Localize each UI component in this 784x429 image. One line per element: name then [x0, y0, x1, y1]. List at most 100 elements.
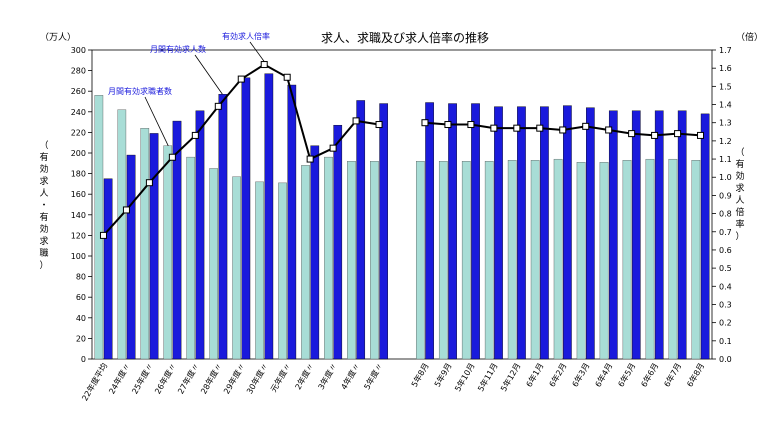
- ratio-point: [99, 231, 107, 239]
- bar-job-seekers: [438, 161, 448, 360]
- right-tick-label: 0.5: [719, 264, 732, 273]
- bar-job-openings: [608, 110, 618, 360]
- right-tick-label: 1.7: [719, 46, 732, 55]
- right-tick-label: 1.3: [719, 119, 732, 128]
- bar-job-openings: [287, 84, 297, 360]
- bar-job-openings: [379, 103, 389, 360]
- left-axis-label-char: 有: [39, 151, 48, 163]
- ratio-point: [306, 155, 314, 163]
- bar-job-seekers: [301, 165, 310, 360]
- bar-job-seekers: [599, 162, 609, 360]
- left-tick-label: 0: [81, 355, 86, 364]
- bar-job-seekers: [324, 156, 333, 360]
- ratio-point: [582, 122, 590, 130]
- annotation-leader: [249, 41, 265, 62]
- annotation-label: 有効求人倍率: [222, 31, 270, 41]
- annotations: 月間有効求職者数 月間有効求人数 有効求人倍率: [108, 31, 270, 146]
- x-tick-label: 26年度〃: [152, 361, 178, 396]
- left-tick-label: 160: [71, 190, 86, 199]
- ratio-point: [467, 121, 475, 129]
- x-tick-label: 3年度〃: [316, 361, 339, 391]
- left-tick-label: 120: [71, 231, 86, 240]
- right-tick-label: 0.6: [719, 246, 732, 255]
- right-tick-label: 1.4: [719, 101, 732, 110]
- left-tick-label: 40: [76, 314, 86, 323]
- plot-frame: [91, 49, 713, 360]
- x-tick-label: 5年10月: [452, 361, 476, 393]
- left-tick-label: 20: [76, 334, 86, 343]
- left-axis-label-char: 求: [39, 235, 48, 247]
- x-tick-label: 元年度〃: [268, 361, 293, 394]
- bar-job-seekers: [645, 158, 655, 360]
- ratio-line-series: [99, 61, 705, 239]
- left-axis-label-char: 職: [39, 248, 48, 259]
- x-tick-label: 2年度〃: [293, 361, 316, 391]
- x-tick-label: 24年度〃: [106, 361, 132, 396]
- ratio-point: [697, 131, 705, 139]
- ratio-point: [559, 126, 567, 134]
- ratio-point: [375, 121, 383, 129]
- right-tick-label: 1.1: [719, 155, 732, 164]
- bar-job-seekers: [530, 160, 540, 360]
- left-axis-label-char: ・: [39, 201, 48, 211]
- x-tick-label: 22年度平均: [79, 361, 109, 403]
- bar-job-seekers: [163, 145, 173, 360]
- x-tick-label: 6年8月: [684, 361, 706, 389]
- bar-job-openings: [195, 110, 205, 360]
- x-tick-label: 5年11月: [475, 361, 499, 393]
- annotation-label: 月間有効求人数: [150, 44, 206, 54]
- plot-border: [91, 49, 713, 360]
- ratio-point: [444, 121, 452, 129]
- left-axis-label-char: ）: [39, 260, 48, 271]
- right-tick-label: 0.7: [719, 228, 732, 237]
- left-tick-label: 300: [71, 46, 86, 55]
- ratio-point: [145, 179, 153, 187]
- left-tick-label: 100: [71, 252, 86, 261]
- bar-job-openings: [264, 73, 274, 360]
- bar-job-openings: [517, 106, 526, 360]
- bar-job-seekers: [209, 168, 218, 360]
- bar-job-seekers: [622, 160, 632, 360]
- bar-job-seekers: [484, 161, 494, 360]
- bar-job-openings: [241, 77, 251, 360]
- bar-job-openings: [172, 120, 182, 360]
- bar-job-seekers: [370, 161, 379, 360]
- bar-job-openings: [218, 94, 228, 360]
- bar-job-openings: [700, 113, 710, 360]
- x-tick-label: 6年4月: [593, 361, 615, 389]
- x-tick-label: 30年度〃: [244, 361, 270, 396]
- bar-job-seekers: [553, 158, 563, 360]
- left-tick-label: 200: [71, 149, 86, 158]
- right-axis-label-char: 倍: [735, 206, 744, 218]
- bar-job-seekers: [347, 161, 356, 360]
- x-tick-label: 4年度〃: [339, 361, 362, 391]
- x-tick-label: 27年度〃: [175, 361, 201, 396]
- bar-job-openings: [563, 105, 572, 360]
- x-tick-label: 25年度〃: [129, 361, 155, 396]
- right-tick-label: 1.5: [719, 82, 732, 91]
- x-tick-label: 5年8月: [409, 361, 431, 389]
- bar-job-openings: [425, 102, 434, 360]
- bar-series: [94, 73, 710, 360]
- x-tick-label: 6年7月: [662, 361, 684, 389]
- right-tick-label: 1.6: [719, 64, 732, 73]
- ratio-point: [674, 130, 682, 138]
- x-tick-label: 6年6月: [639, 361, 661, 389]
- ratio-point: [513, 124, 521, 132]
- right-axis-label-char: 有: [735, 158, 744, 170]
- left-axis-label-char: 人: [39, 188, 48, 199]
- chart-title: 求人、求職及び求人倍率の推移: [321, 30, 489, 45]
- left-tick-label: 260: [71, 87, 86, 96]
- bar-job-openings: [448, 103, 457, 360]
- ratio-point: [536, 124, 544, 132]
- bar-job-openings: [677, 110, 687, 360]
- ratio-point: [260, 61, 268, 69]
- bar-job-seekers: [255, 181, 264, 360]
- ratio-point: [490, 124, 498, 132]
- bar-job-seekers: [507, 160, 517, 360]
- ratio-point: [283, 73, 291, 81]
- right-tick-label: 1.0: [719, 173, 732, 182]
- left-tick-label: 60: [76, 293, 86, 302]
